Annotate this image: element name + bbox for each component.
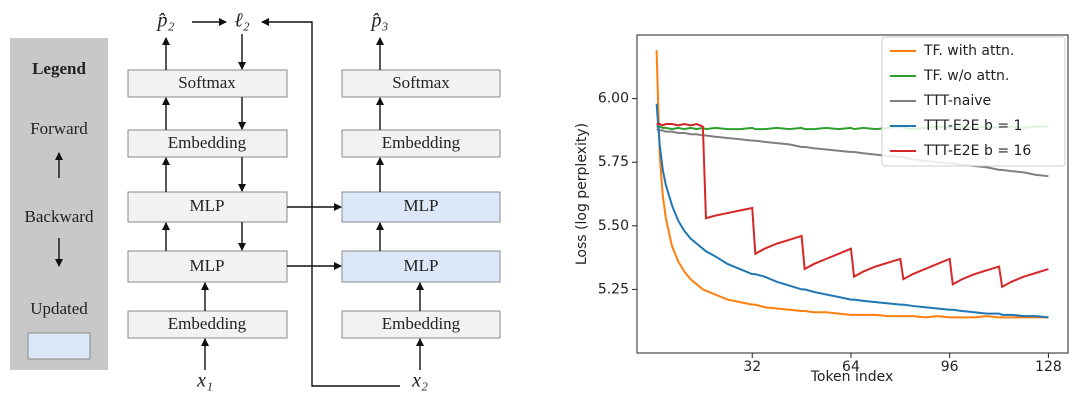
box [127,129,288,158]
box-updated [341,191,501,223]
x-tick-label: 64 [842,359,860,375]
y-tick-label: 6.00 [598,91,629,107]
legend-label: TF. with attn. [923,43,1014,59]
symbol: x₁ [196,370,213,392]
arrows [162,18,424,387]
plot-frame [636,34,1069,354]
y-tick-label: 5.50 [598,218,629,234]
x-tick-label: 128 [1035,359,1062,375]
y-tick-label: 5.75 [598,154,629,170]
box-label: Embedding [168,133,247,152]
box-label: MLP [404,196,439,215]
legend-label: TTT-E2E b = 1 [923,118,1022,134]
box [127,310,288,339]
box-label: Embedding [168,314,247,333]
legend-item: Forward [30,119,88,138]
symbol: p̂₃ [370,10,389,32]
legend-swatch [27,332,91,360]
x-axis-label: Token index [810,369,894,385]
legend-box [881,36,1066,167]
box-label: Embedding [382,314,461,333]
box [127,69,288,98]
symbol: ℓ₂ [234,10,249,32]
legend-label: TTT-naive [923,93,991,109]
series-line [655,50,1049,319]
legend-item: Updated [30,299,88,318]
box-label: MLP [190,256,225,275]
box [127,191,288,223]
legend-label: TTT-E2E b = 16 [923,143,1031,159]
box-label: Embedding [382,133,461,152]
box [127,250,288,283]
symbol: p̂₂ [156,10,175,32]
box [341,129,501,158]
legend-panel [10,38,108,370]
x-tick-label: 32 [743,359,761,375]
symbol: x₂ [411,370,428,392]
legend-label: TF. w/o attn. [923,68,1009,84]
x-tick-label: 96 [941,359,959,375]
box-label: Softmax [392,73,450,92]
y-tick-label: 5.25 [598,281,629,297]
box-label: MLP [190,196,225,215]
legend-item: Backward [25,207,94,226]
series-line [656,122,1049,289]
box-label: MLP [404,256,439,275]
y-axis-label: Loss (log perplexity) [574,123,590,265]
legend-title: Legend [32,59,86,78]
box [341,69,501,98]
series-line [655,103,1049,319]
box-label: Softmax [178,73,236,92]
